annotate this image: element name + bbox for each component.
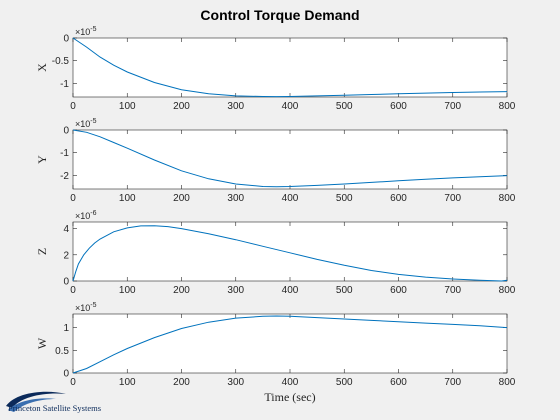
x-tick-label: 600: [390, 193, 407, 204]
x-tick-label: 500: [336, 193, 353, 204]
y-tick-label: 2: [63, 250, 69, 261]
y-exponent-label: ×10-5: [75, 118, 97, 129]
y-tick-label: 4: [63, 224, 69, 235]
logo-icon: [6, 391, 66, 412]
x-tick-label: 700: [444, 285, 461, 296]
series-line: [72, 315, 508, 374]
logo-text: Princeton Satellite Systems: [8, 403, 102, 413]
x-tick-label: 300: [227, 285, 244, 296]
x-tick-label: 400: [282, 285, 299, 296]
x-tick-label: 300: [227, 377, 244, 388]
subplot-z: 0 100 200 300 400 500 600 700 800 0 2 4 ×10-6 Z: [35, 210, 516, 296]
y-tick-label: -1: [60, 79, 69, 90]
y-tick-label: 0: [63, 34, 69, 45]
x-tick-label: 800: [499, 101, 516, 112]
x-tick-label: 200: [173, 377, 190, 388]
x-tick-label: 600: [390, 285, 407, 296]
y-axis-label: W: [35, 337, 49, 349]
y-tick-label: -1: [60, 148, 69, 159]
x-tick-label: 600: [390, 101, 407, 112]
x-tick-label: 300: [227, 193, 244, 204]
x-tick-label: 600: [390, 377, 407, 388]
y-tick-label: 0: [63, 126, 69, 137]
x-tick-label: 0: [70, 285, 76, 296]
x-tick-label: 500: [336, 377, 353, 388]
y-exponent-label: ×10-5: [75, 26, 97, 37]
y-exponent-label: ×10-5: [75, 302, 97, 313]
x-tick-label: 0: [70, 377, 76, 388]
x-tick-label: 400: [282, 377, 299, 388]
plot-area: [72, 221, 508, 282]
x-tick-label: 700: [444, 101, 461, 112]
x-tick-label: 300: [227, 101, 244, 112]
x-tick-label: 100: [119, 377, 136, 388]
y-tick-label: 0: [63, 277, 69, 288]
x-tick-label: 100: [119, 193, 136, 204]
x-tick-label: 800: [499, 285, 516, 296]
x-tick-label: 800: [499, 193, 516, 204]
subplot-w: 0 100 200 300 400 500 600 700 800 0 0.5 1 ×10-5 W Time…: [35, 302, 516, 404]
y-exponent-label: ×10-6: [75, 210, 97, 221]
x-tick-label: 700: [444, 193, 461, 204]
x-tick-label: 500: [336, 101, 353, 112]
subplot-y: 0 100 200 300 400 500 600 700 800 0 -1 -2 ×10-5 Y: [35, 118, 516, 204]
y-axis-label: X: [35, 63, 49, 72]
subplot-x: 0 100 200 300 400 500 600 700 800 0 -0.5 -1 ×10-5 X: [35, 26, 516, 112]
x-tick-label: 400: [282, 193, 299, 204]
x-tick-label: 0: [70, 193, 76, 204]
plot-area: [72, 313, 508, 374]
y-tick-label: -2: [60, 171, 69, 182]
series-line: [72, 129, 508, 188]
x-tick-label: 0: [70, 101, 76, 112]
x-tick-label: 700: [444, 377, 461, 388]
y-axis-label: Z: [35, 248, 49, 255]
y-tick-label: 0: [63, 369, 69, 380]
y-tick-label: -0.5: [52, 56, 70, 67]
x-tick-label: 200: [173, 285, 190, 296]
x-tick-label: 500: [336, 285, 353, 296]
y-tick-label: 1: [63, 323, 69, 334]
x-tick-label: 100: [119, 285, 136, 296]
x-axis-label: Time (sec): [264, 390, 315, 404]
x-tick-label: 800: [499, 377, 516, 388]
x-tick-label: 200: [173, 101, 190, 112]
y-axis-label: Y: [35, 155, 49, 164]
x-tick-label: 200: [173, 193, 190, 204]
chart-title: Control Torque Demand: [200, 7, 359, 23]
y-tick-label: 0.5: [55, 346, 69, 357]
x-tick-label: 400: [282, 101, 299, 112]
x-tick-label: 100: [119, 101, 136, 112]
series-line: [72, 37, 508, 98]
plot-area: [72, 129, 508, 190]
plot-area: [72, 37, 508, 98]
series-line: [72, 225, 508, 282]
